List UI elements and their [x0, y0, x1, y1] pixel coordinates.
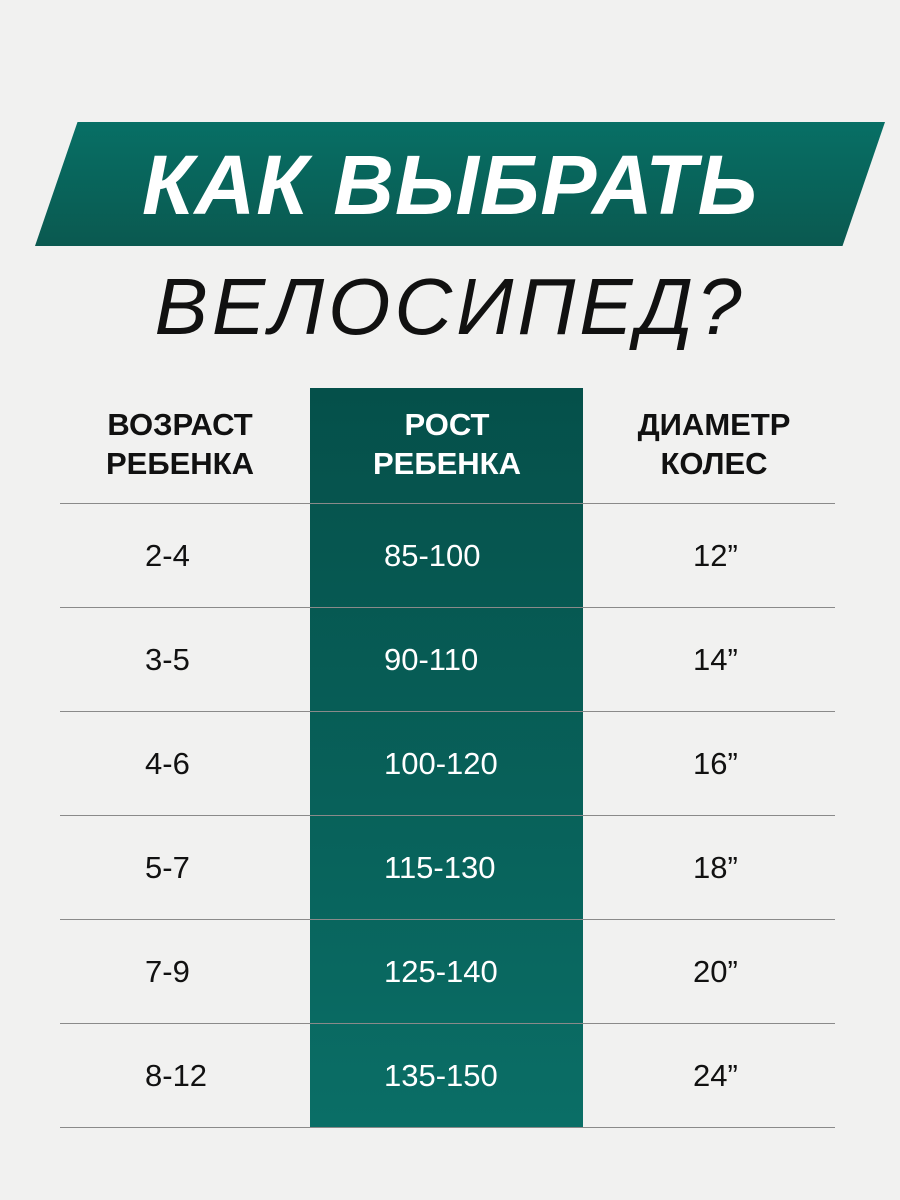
height-cell: 85-100	[384, 538, 481, 573]
age-cell: 5-7	[145, 850, 190, 885]
height-cell: 125-140	[384, 954, 498, 989]
row-divider	[60, 607, 835, 608]
wheel-cell: 20”	[693, 954, 738, 989]
row-divider	[60, 919, 835, 920]
title-banner	[35, 122, 885, 246]
row-divider	[60, 1127, 835, 1128]
wheel-cell: 18”	[693, 850, 738, 885]
wheel-cell: 24”	[693, 1058, 738, 1093]
height-cell: 135-150	[384, 1058, 498, 1093]
age-cell: 2-4	[145, 538, 190, 573]
height-cell: 115-130	[384, 850, 496, 885]
header-age: ВОЗРАСТ РЕБЕНКА	[105, 407, 254, 481]
row-divider	[60, 711, 835, 712]
row-divider	[60, 815, 835, 816]
wheel-cell: 14”	[693, 642, 738, 677]
title-line-1: КАК ВЫБРАТЬ	[141, 138, 759, 232]
age-cell: 3-5	[145, 642, 190, 677]
age-cell: 8-12	[145, 1058, 208, 1093]
height-cell: 100-120	[384, 746, 498, 781]
header-height: РОСТ РЕБЕНКА	[372, 407, 521, 481]
height-cell: 90-110	[384, 642, 479, 677]
wheel-cell: 12”	[693, 538, 738, 573]
wheel-cell: 16”	[693, 746, 738, 781]
row-divider	[60, 503, 835, 504]
title-line-2: ВЕЛОСИПЕД?	[154, 262, 746, 351]
row-divider	[60, 1023, 835, 1024]
header-wheel-diameter: ДИАМЕТР КОЛЕС	[637, 407, 791, 481]
highlight-column	[310, 388, 583, 1127]
age-cell: 4-6	[145, 746, 190, 781]
age-cell: 7-9	[145, 954, 190, 989]
